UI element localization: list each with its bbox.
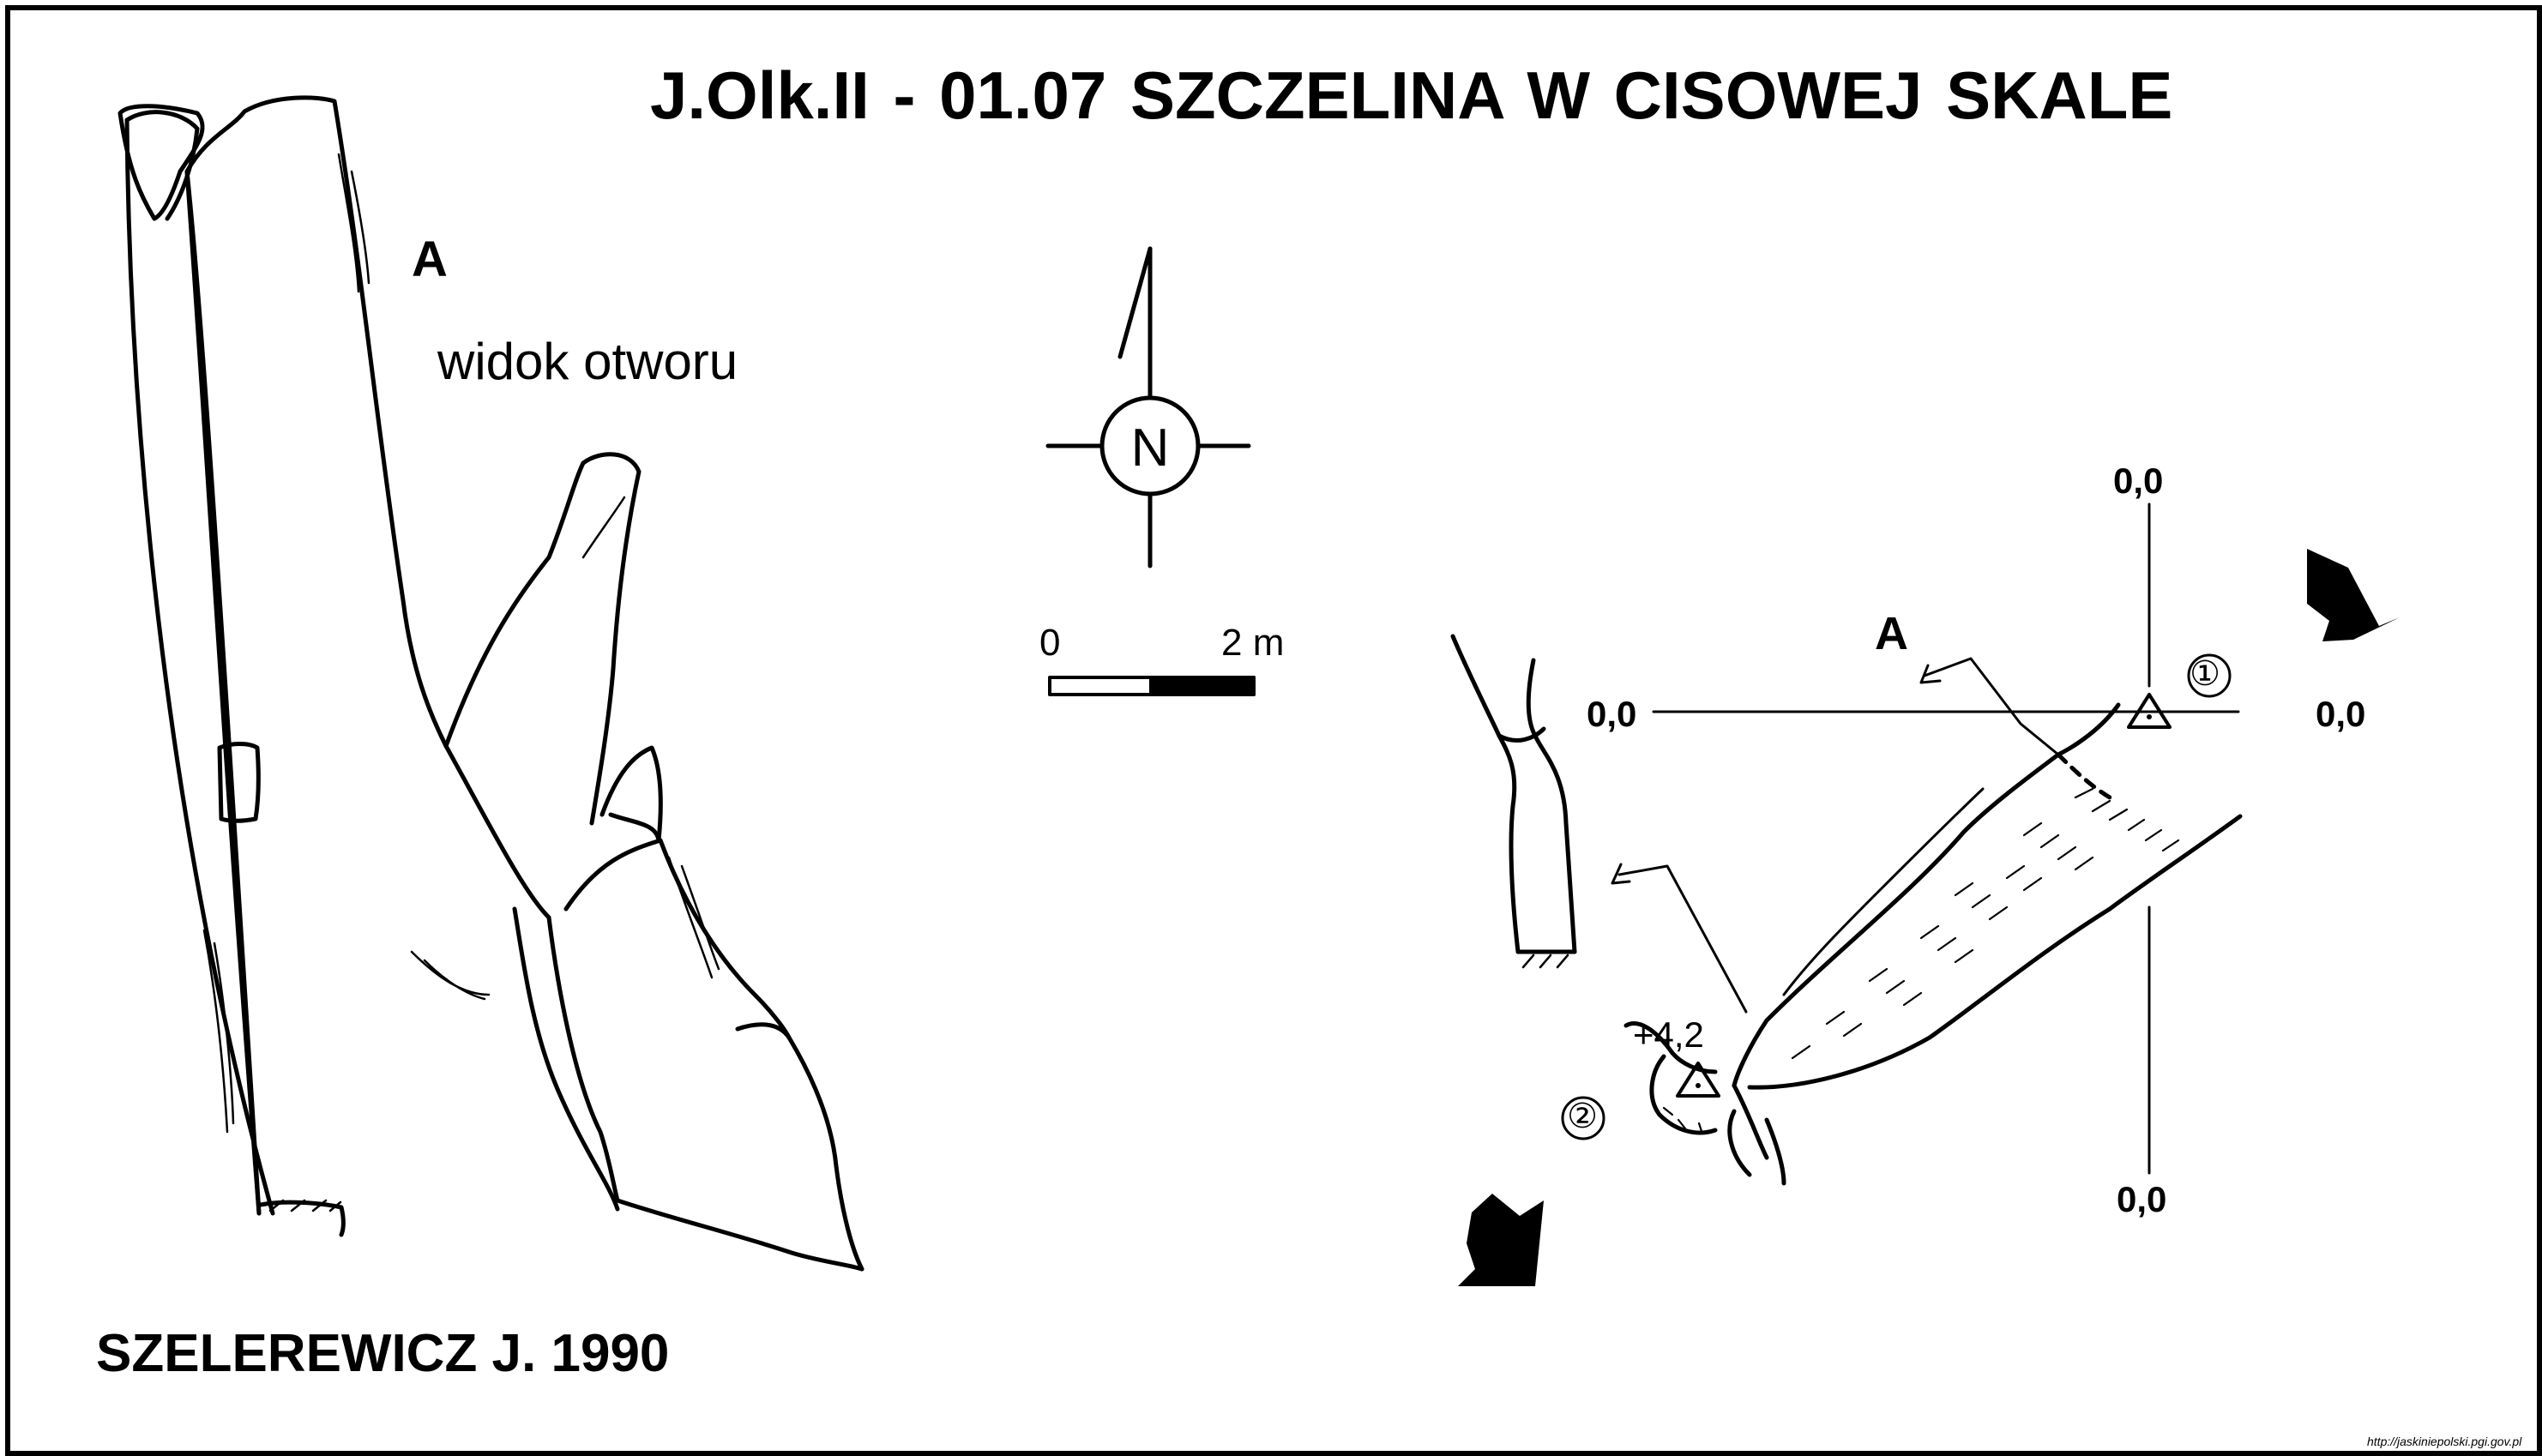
entrance-number-1: ① [2190, 655, 2220, 693]
entrance-arrow-lower [1458, 1194, 1544, 1286]
level-label-top: 0,0 [2113, 460, 2164, 501]
height-mark: +4,2 [1633, 1014, 1704, 1055]
entrance-view-caption: widok otworu [437, 333, 738, 390]
north-label: N [1130, 418, 1170, 478]
north-arrow-symbol [1045, 246, 1251, 569]
entrance-view-sketch [117, 95, 864, 1272]
source-url: http://jaskiniepolski.pgi.gov.pl [2367, 1435, 2522, 1448]
plan-sketch [1450, 502, 2243, 1186]
entrance-number-2: ② [1567, 1098, 1598, 1135]
section-letter: A [1875, 608, 1908, 659]
scale-min-label: 0 [1039, 622, 1061, 664]
level-label-right: 0,0 [2316, 694, 2366, 734]
scale-max-label: 2 m [1221, 622, 1285, 664]
entrance-view-letter: A [412, 232, 448, 287]
level-label-bottom: 0,0 [2117, 1179, 2167, 1219]
author-credit: SZELEREWICZ J. 1990 [96, 1324, 670, 1383]
entrance-arrow-upper [2307, 549, 2400, 641]
level-label-left: 0,0 [1587, 694, 1637, 734]
scale-bar-graphic [1048, 676, 1256, 696]
map-frame [5, 5, 2542, 1456]
map-title: J.Olk.II - 01.07 SZCZELINA W CISOWEJ SKA… [650, 57, 2173, 133]
